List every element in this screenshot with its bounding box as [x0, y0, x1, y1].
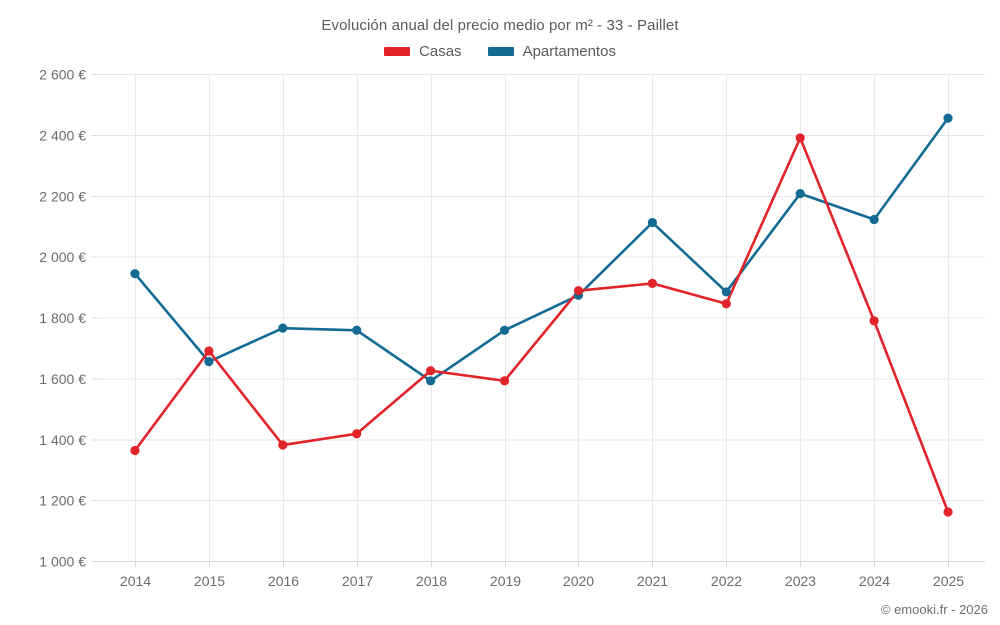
data-point-apartamentos-2023[interactable]	[795, 189, 805, 199]
chart-title: Evolución anual del precio medio por m² …	[321, 17, 679, 34]
data-point-casas-2022[interactable]	[721, 299, 731, 309]
data-point-apartamentos-2019[interactable]	[499, 325, 510, 335]
data-point-apartamentos-2022[interactable]	[721, 287, 731, 297]
x-axis-tick-label: 2019	[490, 573, 521, 589]
x-axis-tick-label: 2023	[785, 573, 816, 589]
data-point-casas-2017[interactable]	[352, 429, 362, 439]
x-axis-tick-label: 2018	[416, 573, 447, 589]
data-point-casas-2023[interactable]	[795, 133, 805, 143]
legend-swatch-apartamentos	[487, 47, 514, 56]
x-axis-tick-label: 2022	[711, 573, 742, 589]
y-axis-tick-label: 2 000 €	[39, 249, 86, 265]
x-axis-tick-label: 2025	[933, 573, 964, 589]
data-point-casas-2019[interactable]	[499, 376, 510, 386]
y-axis-tick-label: 1 000 €	[39, 554, 86, 570]
legend-item-apartamentos[interactable]: Apartamentos	[487, 43, 616, 60]
data-point-apartamentos-2015[interactable]	[204, 357, 214, 367]
data-point-casas-2021[interactable]	[647, 278, 657, 289]
y-axis-tick-label: 1 800 €	[39, 310, 86, 326]
y-axis-tick-label: 1 600 €	[39, 371, 86, 387]
data-point-casas-2024[interactable]	[869, 316, 879, 326]
y-axis-tick-label: 1 400 €	[39, 432, 86, 448]
data-point-apartamentos-2014[interactable]	[130, 269, 140, 279]
chart-gridlines	[92, 74, 985, 567]
x-axis-tick-label: 2016	[268, 573, 299, 589]
data-point-apartamentos-2018[interactable]	[426, 376, 436, 386]
data-point-apartamentos-2016[interactable]	[278, 323, 288, 333]
y-axis-tick-label: 1 200 €	[39, 493, 86, 509]
legend-swatch-casas	[384, 47, 411, 56]
chart-series-group	[130, 113, 953, 517]
legend-item-casas[interactable]: Casas	[384, 43, 462, 60]
chart-legend: Casas Apartamentos	[0, 43, 1000, 60]
x-axis-tick-label: 2021	[637, 573, 668, 589]
series-line-apartamentos	[133, 116, 950, 383]
data-point-casas-2016[interactable]	[278, 440, 288, 450]
x-axis-tick-label: 2015	[194, 573, 225, 589]
x-axis-tick-labels: 2014 2015 2016 2017 2018 2019 2020 2021 2022 2023…	[120, 573, 964, 589]
x-axis-tick-label: 2017	[342, 573, 373, 589]
y-axis-tick-labels: 1 000 € 1 200 € 1 400 € 1 600 € 1 800 € 2 000…	[39, 67, 86, 570]
y-axis-tick-label: 2 200 €	[39, 188, 86, 204]
footer-credit: © emooki.fr - 2026	[880, 602, 988, 617]
data-point-apartamentos-2024[interactable]	[869, 214, 879, 225]
data-point-casas-2020[interactable]	[573, 286, 584, 296]
x-axis-tick-label: 2014	[120, 573, 151, 589]
data-point-casas-2025[interactable]	[943, 507, 953, 517]
data-point-casas-2015[interactable]	[204, 346, 214, 356]
data-point-apartamentos-2025[interactable]	[943, 113, 953, 123]
y-axis-tick-label: 2 400 €	[39, 127, 86, 143]
data-point-apartamentos-2021[interactable]	[647, 217, 657, 228]
legend-label-apartamentos: Apartamentos	[522, 43, 616, 60]
data-point-casas-2018[interactable]	[426, 366, 436, 376]
x-axis-tick-label: 2024	[859, 573, 890, 589]
series-line-casas	[133, 136, 950, 514]
data-point-casas-2014[interactable]	[130, 445, 140, 456]
data-point-apartamentos-2017[interactable]	[352, 325, 362, 335]
x-axis-tick-label: 2020	[563, 573, 594, 589]
y-axis-tick-label: 2 600 €	[39, 67, 86, 83]
legend-label-casas: Casas	[419, 43, 462, 60]
